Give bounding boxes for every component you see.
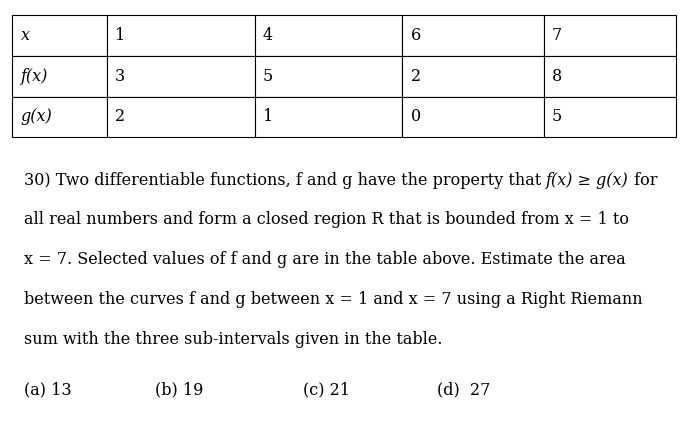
Bar — [12, 15, 107, 56]
Bar — [107, 56, 255, 97]
Text: between the curves f and g between x = 1 and x = 7 using a Right Riemann: between the curves f and g between x = 1… — [24, 291, 643, 308]
Text: for: for — [630, 172, 658, 189]
Bar — [107, 97, 255, 137]
Bar — [544, 15, 676, 56]
Text: 2: 2 — [115, 109, 125, 125]
Bar — [544, 97, 676, 137]
Text: 1: 1 — [115, 27, 125, 44]
Bar — [402, 97, 544, 137]
Bar — [544, 56, 676, 97]
Text: 5: 5 — [263, 68, 273, 85]
Text: sum with the three sub-intervals given in the table.: sum with the three sub-intervals given i… — [24, 331, 442, 348]
Bar — [255, 56, 402, 97]
Text: 4: 4 — [263, 27, 273, 44]
Text: f(x): f(x) — [21, 68, 48, 85]
Text: all real numbers and form a closed region R that is bounded from x = 1 to: all real numbers and form a closed regio… — [24, 211, 629, 229]
Text: x: x — [21, 27, 30, 44]
Text: 30) Two differentiable functions, f and g have the property that: 30) Two differentiable functions, f and … — [24, 172, 546, 189]
Text: (d)  27: (d) 27 — [437, 382, 491, 399]
Text: g(x): g(x) — [21, 109, 52, 125]
Text: (b) 19: (b) 19 — [155, 382, 203, 399]
Text: 8: 8 — [552, 68, 562, 85]
Text: 2: 2 — [411, 68, 421, 85]
Text: 1: 1 — [263, 109, 273, 125]
Text: 5: 5 — [552, 109, 562, 125]
Text: 0: 0 — [411, 109, 421, 125]
Text: 6: 6 — [411, 27, 421, 44]
Text: 7: 7 — [552, 27, 562, 44]
Text: (a) 13: (a) 13 — [24, 382, 72, 399]
Bar — [255, 15, 402, 56]
Bar — [402, 56, 544, 97]
Bar — [12, 56, 107, 97]
Text: f(x) ≥ g(x): f(x) ≥ g(x) — [546, 172, 630, 189]
Bar — [255, 97, 402, 137]
Bar — [402, 15, 544, 56]
Text: x = 7. Selected values of f and g are in the table above. Estimate the area: x = 7. Selected values of f and g are in… — [24, 251, 626, 269]
Bar — [107, 15, 255, 56]
Bar — [12, 97, 107, 137]
Text: 3: 3 — [115, 68, 125, 85]
Text: (c) 21: (c) 21 — [303, 382, 350, 399]
